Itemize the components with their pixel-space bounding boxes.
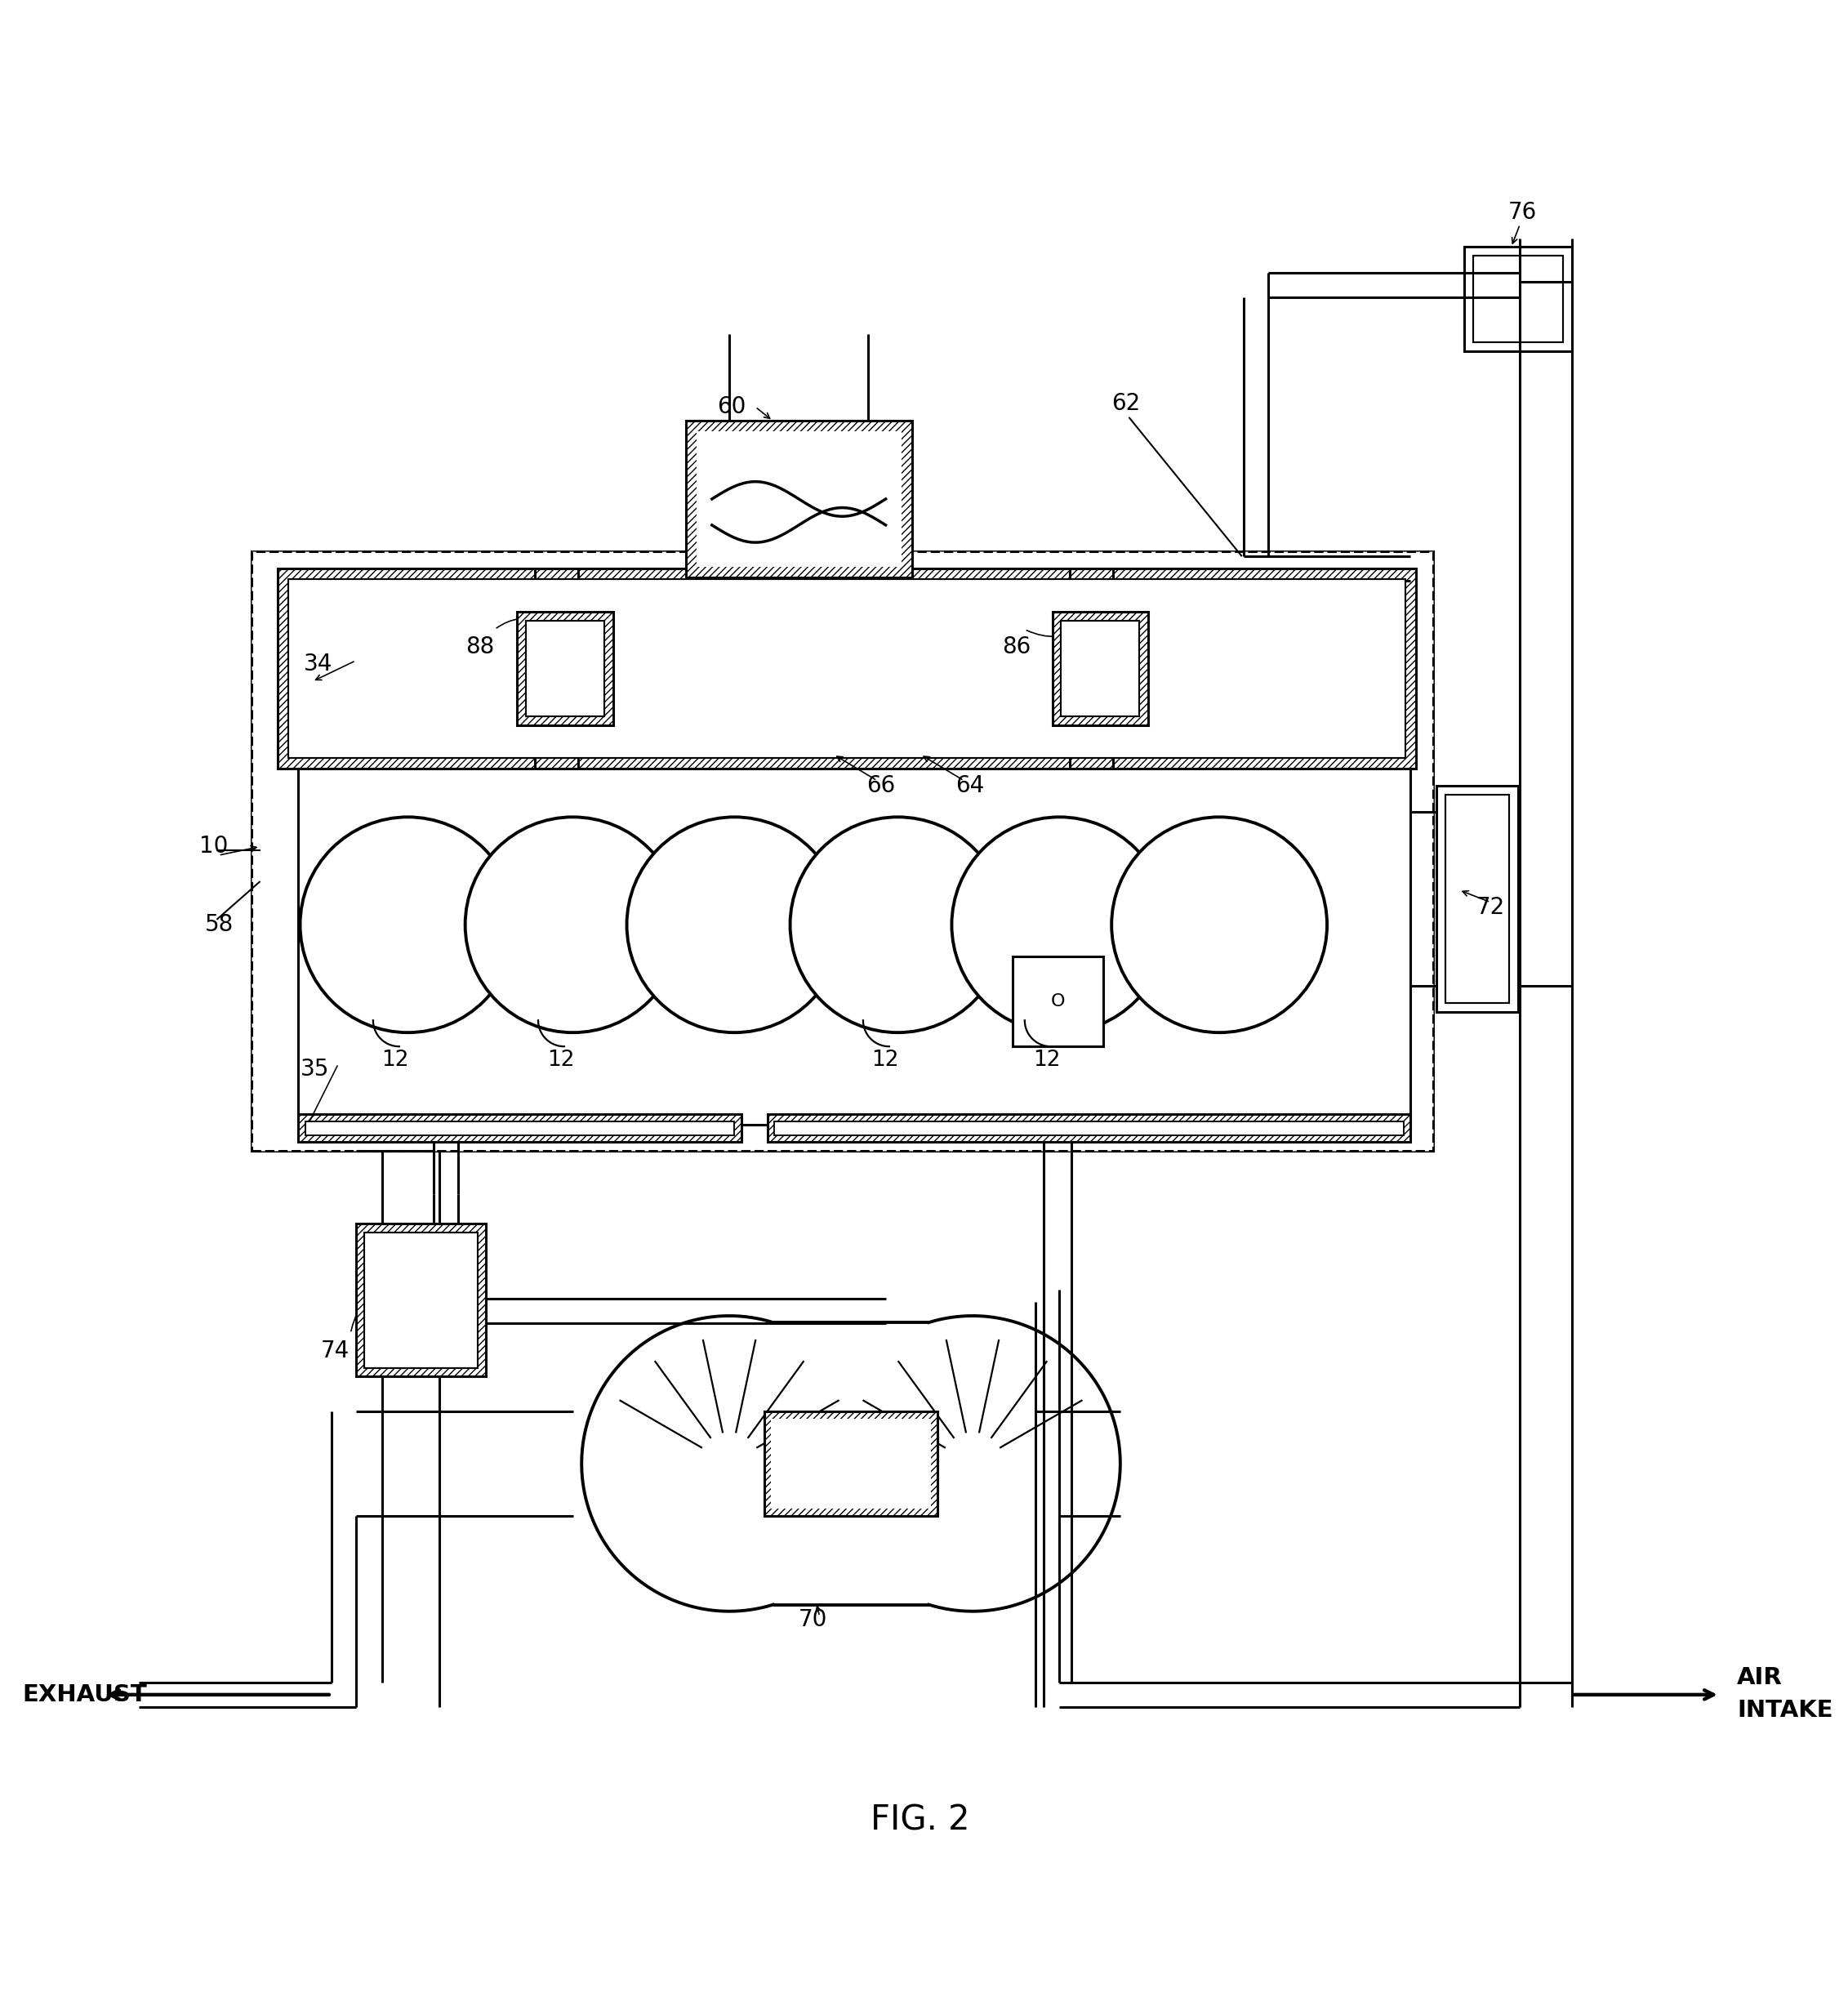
Bar [1473,255,1563,343]
Bar [288,580,1404,758]
Bar [774,1121,1403,1135]
Bar [686,421,911,578]
Text: 60: 60 [717,395,747,419]
Text: 72: 72 [1477,897,1506,919]
Bar [251,552,1432,1151]
Circle shape [791,816,1005,1033]
Bar [697,431,902,568]
Text: FIG. 2: FIG. 2 [870,1803,970,1837]
Text: O: O [1050,993,1064,1009]
Bar [1464,247,1573,351]
Circle shape [626,816,843,1033]
Text: 35: 35 [299,1057,329,1081]
Bar [364,1232,477,1368]
Bar [251,552,1432,1151]
Text: 76: 76 [1508,201,1536,225]
Text: 12: 12 [383,1049,408,1071]
Circle shape [299,816,516,1033]
Bar [767,1113,1410,1141]
Text: 62: 62 [1112,391,1140,415]
Text: 58: 58 [205,913,233,937]
Text: 98: 98 [1111,983,1138,1005]
Text: INTAKE: INTAKE [1737,1699,1833,1721]
Bar [298,1113,741,1141]
Bar [1436,786,1519,1011]
Text: 70: 70 [798,1609,828,1631]
Text: 74: 74 [322,1340,349,1362]
Text: 12: 12 [872,1049,900,1071]
Bar [1445,794,1510,1003]
Bar [355,1224,486,1376]
Bar [298,768,1410,1125]
Bar [527,620,604,716]
Circle shape [466,816,680,1033]
Bar [1053,612,1148,724]
Bar [1013,957,1103,1047]
Text: 66: 66 [867,774,896,796]
Bar [763,1412,937,1517]
Bar [517,612,614,724]
Text: 12: 12 [1033,1049,1061,1071]
Text: 64: 64 [955,774,983,796]
Bar [305,1121,734,1135]
Circle shape [952,816,1168,1033]
Text: 10: 10 [200,834,227,859]
Text: 86: 86 [1002,636,1031,658]
Text: 12: 12 [547,1049,575,1071]
Bar [771,1418,931,1509]
Bar [277,568,1416,768]
Bar [1061,620,1140,716]
Text: 88: 88 [466,636,493,658]
Text: EXHAUST: EXHAUST [22,1683,148,1707]
Text: 34: 34 [303,652,333,676]
Text: AIR: AIR [1737,1665,1783,1689]
Circle shape [1112,816,1327,1033]
